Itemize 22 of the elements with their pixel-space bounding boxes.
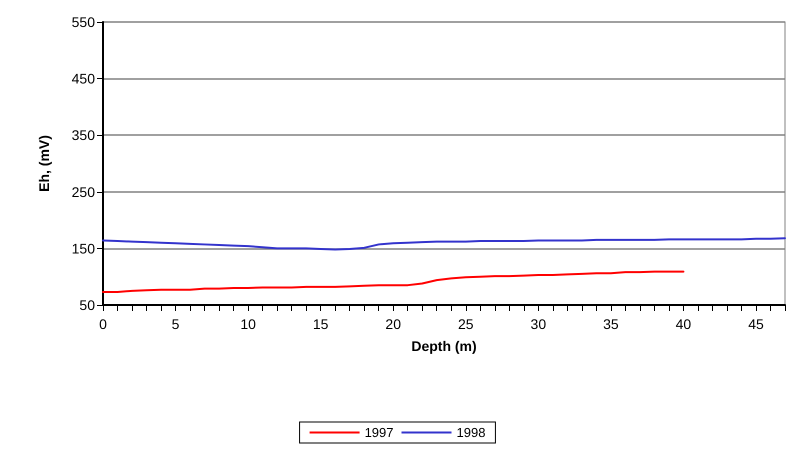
line-series: [102, 237, 786, 251]
x-tick-label: 40: [676, 316, 692, 332]
y-tick-label: 250: [72, 184, 96, 200]
x-tick-label: 5: [172, 316, 180, 332]
y-tick-label: 350: [72, 127, 96, 144]
y-tick-label: 150: [72, 240, 96, 256]
x-tick-label: 25: [458, 316, 474, 332]
x-tick-label: 0: [99, 316, 108, 332]
line-series: [102, 270, 684, 293]
x-tick-label: 35: [603, 316, 619, 332]
x-tick-label: 30: [530, 316, 546, 332]
y-tick-label: 550: [72, 14, 96, 30]
x-tick-label: 45: [748, 316, 764, 332]
x-tick-label: 20: [385, 316, 402, 332]
legend-label: 1997: [364, 425, 394, 440]
x-tick-label: 15: [312, 316, 329, 332]
y-axis-title: Eh, (mV): [36, 135, 52, 192]
y-tick-label: 450: [72, 70, 96, 87]
x-axis-title: Depth (m): [411, 338, 477, 354]
y-tick-label: 50: [79, 297, 96, 313]
legend-label: 1998: [456, 425, 486, 440]
x-tick-label: 10: [240, 316, 256, 332]
